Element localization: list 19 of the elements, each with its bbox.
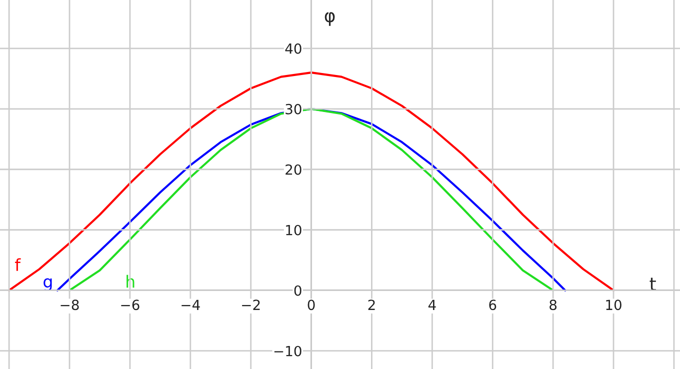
x-tick-label: 4 [428,300,436,310]
series-label: h [126,274,134,288]
x-tick-label: −4 [182,300,200,310]
y-tick-label: 0 [294,285,302,296]
x-tick-label: −2 [242,300,260,310]
x-tick-label: 6 [489,300,496,310]
x-tick-label: 8 [550,300,557,310]
y-tick-label: 10 [286,224,302,236]
x-tick-label: −8 [60,300,79,310]
x-tick-label: 2 [368,300,375,310]
series-label: f [15,258,21,271]
x-tick-label: 0 [308,300,315,310]
x-tick-label: 10 [606,300,622,310]
y-tick-label: −10 [274,346,302,356]
y-tick-label: 30 [286,104,302,114]
y-axis-title: φ [324,12,335,26]
y-tick-label: 20 [286,164,302,175]
x-tick-label: −6 [121,300,140,310]
y-tick-label: 40 [285,43,302,54]
